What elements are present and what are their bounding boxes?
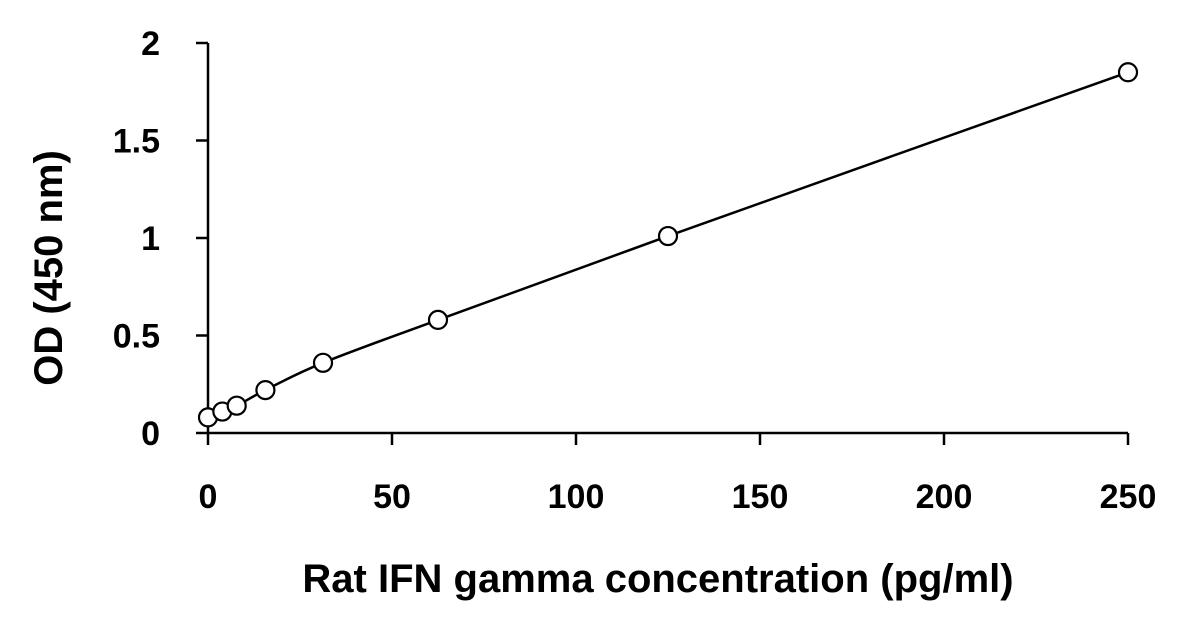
data-point (226, 395, 247, 416)
x-ticks: 0 50 100 150 200 250 (199, 433, 1157, 516)
y-tick-label: 0 (141, 415, 160, 453)
data-point (427, 309, 449, 330)
x-tick-label: 250 (1100, 478, 1157, 516)
y-tick-label: 0.5 (113, 318, 160, 356)
x-tick-label: 200 (916, 478, 973, 516)
data-point (657, 225, 679, 247)
y-axis-title: OD (450 nm) (27, 150, 71, 386)
data-points (197, 62, 1139, 428)
x-tick-label: 50 (373, 478, 411, 516)
y-tick-label: 1 (141, 220, 160, 258)
data-point (312, 352, 334, 373)
x-axis-title: Rat IFN gamma concentration (pg/ml) (302, 557, 1013, 601)
y-tick-label: 1.5 (113, 123, 160, 161)
x-tick-label: 100 (548, 478, 605, 516)
x-tick-label: 0 (199, 478, 218, 516)
x-tick-label: 150 (732, 478, 789, 516)
data-point (1117, 62, 1139, 83)
y-ticks: 0 0.5 1 1.5 2 (113, 25, 208, 453)
data-point (255, 380, 276, 401)
y-tick-label: 2 (141, 25, 160, 63)
